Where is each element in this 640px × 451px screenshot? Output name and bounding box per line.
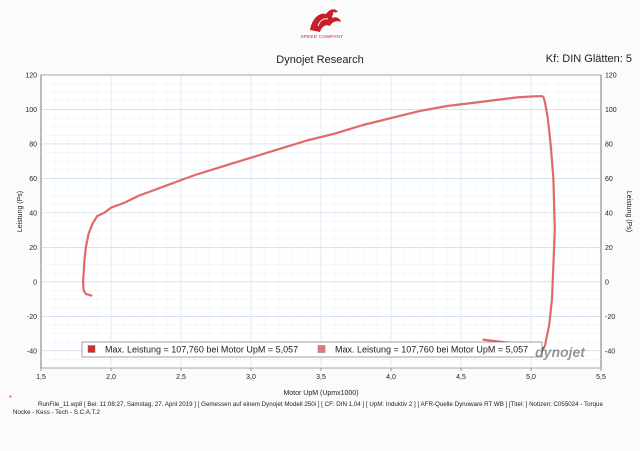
y-axis-label-right: Leistung (Ps)	[625, 191, 632, 232]
footer-run-info: RunFile_11.wp8 [ Bei: 11:08:27, Samstag,…	[38, 401, 603, 408]
power-curve-line	[81, 95, 556, 354]
dragon-logo-icon	[310, 9, 341, 32]
y-axis-label-left: Leistung (Ps)	[17, 191, 24, 232]
y-tick-label-right: 80	[605, 141, 613, 148]
y-tick-label-left: -20	[27, 314, 37, 321]
page-title: Dynojet Research	[276, 54, 364, 66]
x-tick-label: 2,5	[176, 374, 186, 381]
x-tick-label: 5,0	[526, 374, 536, 381]
y-tick-label-right: -20	[605, 314, 615, 321]
y-tick-label-left: 20	[29, 245, 37, 252]
x-tick-label: 4,5	[456, 374, 466, 381]
y-tick-label-right: 120	[605, 73, 617, 80]
x-tick-label: 2,0	[106, 374, 116, 381]
x-tick-label: 5,5	[596, 374, 606, 381]
legend-swatch	[317, 345, 326, 353]
y-tick-label-right: -40	[605, 348, 615, 355]
smoothing-label: Kf: DIN Glätten: 5	[545, 53, 632, 65]
y-tick-label-right: 60	[605, 176, 613, 183]
x-tick-label: 3,0	[246, 374, 256, 381]
y-tick-label-left: 120	[25, 73, 37, 80]
x-tick-label: 1,5	[36, 374, 46, 381]
y-tick-label-right: 20	[605, 245, 613, 252]
brand-logo: SPEED COMPANY	[296, 4, 348, 44]
brand-name: SPEED COMPANY	[300, 34, 344, 39]
legend-swatch	[87, 345, 96, 353]
legend-entry: Max. Leistung = 107,760 bei Motor UpM = …	[105, 345, 298, 355]
y-tick-label-left: 100	[25, 107, 37, 114]
y-tick-label-right: 40	[605, 210, 613, 217]
y-tick-label-left: 80	[29, 141, 37, 148]
y-tick-label-left: -40	[27, 348, 37, 355]
y-tick-label-left: 40	[29, 210, 37, 217]
dyno-chart: 1,5 2,0 2,5 3,0 3,5 4,0 4,5 5,0 5,5 120 120 100 100 8…	[17, 73, 632, 398]
x-tick-label: 3,5	[316, 374, 326, 381]
y-tick-label-right: 0	[605, 279, 609, 286]
y-tick-label-right: 100	[605, 107, 617, 114]
legend-entry: Max. Leistung = 107,760 bei Motor UpM = …	[335, 345, 528, 355]
footer-mark: *	[9, 395, 12, 402]
y-tick-label-left: 0	[33, 279, 37, 286]
x-axis-label: Motor UpM (Upmx1000)	[283, 390, 358, 397]
dynojet-watermark: dynojet	[535, 344, 586, 360]
x-tick-label: 4,0	[386, 374, 396, 381]
legend: Max. Leistung = 107,760 bei Motor UpM = …	[81, 341, 543, 358]
footer-notes: Nocke - Kess - Tech - S.C.A.T.2	[13, 409, 100, 416]
y-tick-label-left: 60	[29, 176, 37, 183]
legend-box	[81, 341, 543, 358]
